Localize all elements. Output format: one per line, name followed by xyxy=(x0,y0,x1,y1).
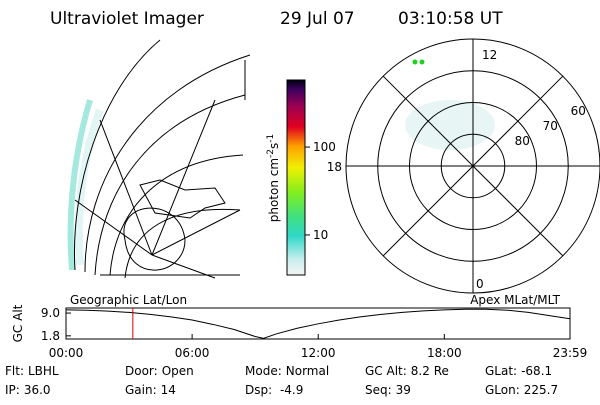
map-image xyxy=(67,39,251,279)
x-tick-label: 00:00 xyxy=(49,346,84,360)
mlt-label: 12 xyxy=(482,48,497,62)
mlt-label: 18 xyxy=(327,160,342,174)
status-label: IP: xyxy=(5,383,20,397)
colorbar-tick-label: 10 xyxy=(313,228,328,242)
colorbar-label: photon cm-2s-1 xyxy=(266,134,281,223)
x-tick-label: 06:00 xyxy=(175,346,210,360)
mlt-label: 0 xyxy=(476,277,484,291)
status-value: Normal xyxy=(286,364,329,378)
status-value: -68.1 xyxy=(521,364,552,378)
status-value: -4.9 xyxy=(276,383,303,397)
date: 29 Jul 07 xyxy=(280,9,355,29)
x-tick-label: 18:00 xyxy=(427,346,462,360)
status-label: Mode: xyxy=(245,364,282,378)
status-field: IP: 36.0 xyxy=(5,383,51,397)
y-axis-label: GC Alt xyxy=(11,304,25,342)
status-value: 225.7 xyxy=(524,383,558,397)
status-label: Door: xyxy=(125,364,158,378)
status-label: Flt: xyxy=(5,364,24,378)
x-tick-label: 12:00 xyxy=(301,346,336,360)
lat-label: 70 xyxy=(543,119,558,133)
y-tick-label: 1.8 xyxy=(41,329,60,343)
altitude-line xyxy=(65,308,571,339)
status-field: Gain: 14 xyxy=(125,383,176,397)
annotation: Geographic Lat/Lon xyxy=(70,293,187,307)
polar-ring xyxy=(409,102,537,230)
time: 03:10:58 UT xyxy=(398,9,503,29)
status-label: GLat: xyxy=(485,364,517,378)
x-tick-label: 23:59 xyxy=(553,346,588,360)
status-value: Open xyxy=(162,364,194,378)
status-label: Gain: xyxy=(125,383,157,397)
status-field: Seq: 39 xyxy=(365,383,411,397)
status-field: Mode: Normal xyxy=(245,364,329,378)
status-field: GC Alt: 8.2 Re xyxy=(365,364,449,378)
status-value: 39 xyxy=(396,383,411,397)
status-value: 8.2 Re xyxy=(411,364,449,378)
status-label: GLon: xyxy=(485,383,520,397)
status-field: GLon: 225.7 xyxy=(485,383,558,397)
colorbar xyxy=(286,79,306,276)
status-field: Dsp: -4.9 xyxy=(245,383,303,397)
title: Ultraviolet Imager xyxy=(50,9,204,29)
status-value: LBHL xyxy=(28,364,59,378)
y-tick-label: 9.0 xyxy=(41,306,60,320)
status-label: Dsp: xyxy=(245,383,272,397)
status-field: GLat: -68.1 xyxy=(485,364,552,378)
polar-ring xyxy=(377,70,569,262)
lat-label: 60 xyxy=(571,104,586,118)
polar-spoke xyxy=(382,75,564,257)
colorbar-tick-label: 100 xyxy=(313,140,336,154)
annotation: Apex MLat/MLT xyxy=(470,293,560,307)
status-field: Flt: LBHL xyxy=(5,364,59,378)
status-value: 36.0 xyxy=(24,383,51,397)
polar-ring xyxy=(440,133,506,199)
polar-plot: 607080126018 xyxy=(327,38,600,294)
status-label: Seq: xyxy=(365,383,392,397)
status-field: Door: Open xyxy=(125,364,194,378)
status-label: GC Alt: xyxy=(365,364,407,378)
status-value: 14 xyxy=(161,383,176,397)
lat-label: 80 xyxy=(515,134,530,148)
